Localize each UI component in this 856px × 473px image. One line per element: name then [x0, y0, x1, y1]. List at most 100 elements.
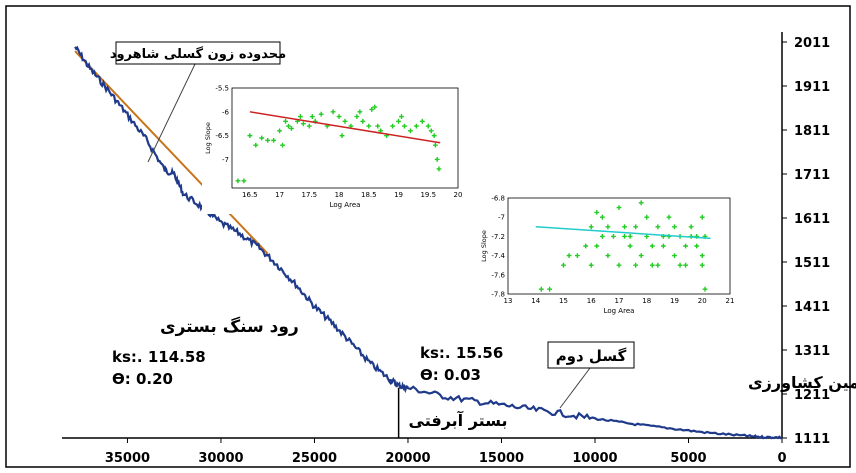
inset-x-tick-label: 20	[698, 297, 707, 305]
bedrock-river-label: رود سنگ بستری	[160, 316, 299, 337]
inset-plot-area	[231, 87, 459, 189]
main-y-tick-label: 1411	[794, 300, 830, 315]
outer-frame	[5, 5, 851, 468]
inset-data-point	[649, 262, 655, 268]
main-x-ticks: 35000 30000 25000 20000 15000 10000 5000 0	[105, 438, 787, 466]
fault-zone-label: محدوده زون گسلی شاهرود	[110, 46, 286, 62]
inset-data-point	[672, 253, 677, 258]
inset-chart-bedrock: 16.5 17 17.5 18 18.5 19 19.5 20 -5.5 -6 -6.5 -7 Log …	[202, 82, 468, 214]
inset-y-tick-label: -6.5	[215, 132, 229, 140]
inset-data-point	[431, 133, 437, 139]
inset-data-point	[306, 123, 312, 129]
inset-x-tick-label: 13	[504, 297, 513, 305]
inset-data-point	[436, 166, 442, 172]
inset-data-point	[271, 137, 277, 143]
inset-data-point	[622, 234, 627, 239]
inset-data-point	[605, 253, 611, 258]
inset-data-point	[235, 178, 241, 184]
main-x-tick-label: 30000	[198, 451, 243, 466]
inset-x-tick-label: 15	[559, 297, 568, 305]
inset-data-point	[616, 262, 622, 268]
inset-data-point	[599, 214, 605, 220]
inset-data-point	[594, 243, 600, 249]
inset-data-point	[538, 286, 544, 292]
inset-y-tick-label: -7.4	[491, 252, 505, 260]
inset-data-point	[259, 135, 265, 141]
main-y-tick-label: 1911	[794, 80, 830, 95]
agricultural-land-label: زمین کشاورزی	[748, 373, 856, 392]
inset-data-point	[265, 137, 271, 143]
inset-data-point	[318, 111, 324, 117]
inset-data-point	[655, 262, 661, 268]
inset-data-point	[688, 224, 694, 230]
inset-data-point	[622, 224, 627, 230]
bedrock-theta: ϴ: 0.20	[112, 370, 173, 388]
inset-y-tick-label: -5.5	[215, 85, 229, 93]
alluvial-bed-label: بستر آبرفتی	[409, 410, 508, 430]
inset-data-point	[672, 224, 677, 230]
bedrock-fit-line	[74, 50, 269, 255]
inset-data-point	[360, 118, 366, 124]
inset-y-tick-label: -7	[498, 214, 505, 222]
inset-y-tick-label: -7.2	[491, 233, 505, 241]
inset-data-point	[633, 262, 639, 268]
fault-zone-leader	[147, 61, 197, 163]
main-y-ticks: 2011 1911 1811 1711 1611 1511 1411 1311 1211 1111	[782, 36, 830, 447]
inset-x-tick-label: 19.5	[420, 191, 436, 199]
second-fault-label-box	[547, 341, 635, 369]
inset-data-point	[699, 262, 705, 268]
main-y-tick-label: 2011	[794, 36, 830, 51]
inset-data-point	[611, 234, 616, 239]
inset-y-tick-label: -7.8	[491, 291, 505, 299]
inset-data-point	[419, 118, 425, 124]
inset-x-tick-label: 17.5	[302, 191, 318, 199]
inset-data-point	[357, 109, 363, 115]
inset-data-point	[661, 243, 666, 249]
main-x-tick-label: 10000	[572, 451, 617, 466]
main-x-tick-label: 15000	[479, 451, 524, 466]
inset-data-point	[702, 286, 708, 292]
inset-x-tick-label: 18.5	[361, 191, 377, 199]
inset-data-point	[402, 123, 407, 129]
inset-y-tick-label: -6	[222, 108, 230, 116]
inset-data-point	[399, 114, 404, 119]
inset-data-point	[280, 142, 285, 148]
river-profile-series	[74, 45, 783, 440]
main-x-tick-label: 20000	[385, 451, 430, 466]
inset-data-point	[297, 114, 303, 119]
main-y-tick-label: 1811	[794, 124, 830, 139]
inset-data-point	[336, 114, 342, 119]
inset-data-point	[277, 128, 282, 134]
inset-data-point	[342, 118, 348, 124]
main-y-tick-label: 1711	[794, 168, 830, 183]
inset-x-tick-label: 20	[454, 191, 463, 199]
inset-data-point	[699, 253, 705, 258]
inset-data-point	[428, 128, 434, 134]
inset-data-point	[354, 114, 360, 119]
inset-data-point	[330, 109, 336, 115]
inset-data-point	[644, 214, 650, 220]
inset-data-point	[366, 123, 372, 129]
inset-data-point	[289, 126, 294, 131]
inset-x-axis-label: Log Area	[330, 201, 361, 209]
inset-data-point	[433, 142, 438, 148]
inset-data-point	[396, 118, 401, 124]
inset-x-tick-label: 19	[670, 297, 679, 305]
inset-data-point	[649, 243, 655, 249]
inset-data-point	[434, 157, 440, 162]
inset-data-point	[369, 107, 375, 112]
main-y-tick-label: 1511	[794, 256, 830, 271]
inset-data-point	[286, 123, 291, 129]
inset-data-point	[605, 224, 611, 230]
inset-chart-alluvial: 13 14 15 16 17 18 19 20 21 -6.8 -7 -7.2 -7.4 -7.6 -7.8…	[478, 192, 740, 320]
inset-data-point	[666, 214, 672, 220]
inset-fit-line	[535, 226, 711, 240]
inset-data-point	[683, 243, 688, 249]
inset-data-point	[241, 178, 247, 184]
inset-data-point	[594, 210, 600, 215]
inset-data-point	[633, 224, 639, 230]
inset-data-point	[283, 118, 288, 124]
inset-x-tick-label: 17	[275, 191, 284, 199]
inset-data-point	[627, 243, 633, 249]
